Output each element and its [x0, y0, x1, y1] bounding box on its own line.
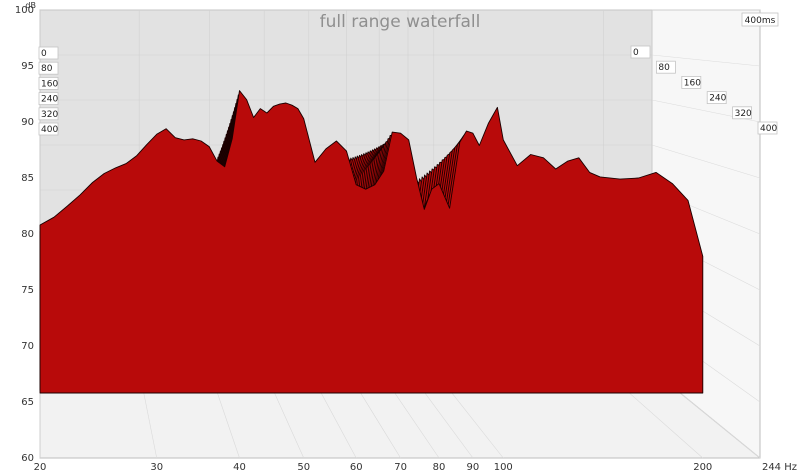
- y-tick-label: 95: [21, 61, 34, 72]
- time-tick-left-box: [38, 46, 59, 60]
- y-tick-label: 80: [21, 229, 34, 240]
- time-tick-left: 240: [38, 92, 59, 105]
- x-unit-label: 244 Hz: [762, 462, 797, 473]
- time-tick-right-box: [732, 106, 752, 120]
- time-tick-right: 80: [656, 60, 676, 74]
- time-tick-left-label: 80: [41, 64, 53, 74]
- time-tick-right: 0: [630, 45, 651, 59]
- time-tick-left-box: [38, 122, 59, 136]
- x-tick-label: 70: [394, 462, 407, 473]
- z-label-box: [741, 12, 779, 27]
- x-tick-label: 20: [34, 462, 47, 473]
- y-tick-label: 75: [21, 285, 34, 296]
- time-tick-left-label: 160: [41, 79, 58, 89]
- x-tick-label: 60: [350, 462, 363, 473]
- time-tick-left-label: 320: [41, 110, 58, 120]
- time-tick-right-label: 80: [658, 63, 670, 73]
- y-tick-label: 70: [21, 341, 34, 352]
- z-label-text: 400ms: [745, 16, 776, 26]
- time-tick-right-box: [706, 91, 727, 104]
- time-tick-right-label: 240: [709, 94, 726, 104]
- time-tick-right: 400: [757, 121, 778, 135]
- time-tick-left: 400: [38, 122, 59, 136]
- z-label: 400ms: [741, 12, 779, 27]
- time-tick-right-label: 320: [735, 109, 752, 119]
- x-tick-label: 30: [150, 462, 163, 473]
- x-tick-label: 80: [433, 462, 446, 473]
- y-tick-label: 60: [21, 453, 34, 464]
- time-tick-left: 320: [38, 107, 59, 121]
- y-tick-label: 90: [21, 117, 34, 128]
- time-tick-left-box: [38, 92, 59, 105]
- x-tick-label: 40: [233, 462, 246, 473]
- y-gridline-side: [651, 54, 761, 67]
- y-gridline-side: [651, 144, 761, 179]
- time-tick-right-box: [757, 121, 778, 135]
- x-tick-label: 100: [494, 462, 513, 473]
- time-tick-right: 320: [732, 106, 752, 120]
- time-tick-left: 80: [38, 61, 59, 75]
- x-tick-label: 90: [467, 462, 480, 473]
- chart-title: full range waterfall: [320, 12, 481, 32]
- y-tick-label: 85: [21, 173, 34, 184]
- time-tick-right-box: [681, 76, 702, 89]
- x-tick-label: 50: [297, 462, 310, 473]
- time-tick-right-box: [630, 45, 651, 59]
- time-tick-left-box: [38, 107, 59, 121]
- y-tick-label: 65: [21, 397, 34, 408]
- x-tick-label: 200: [693, 462, 712, 473]
- time-tick-left: 160: [38, 77, 59, 90]
- time-tick-right: 240: [706, 91, 727, 104]
- waterfall-slice: [39, 90, 704, 394]
- y-axis-label: dB: [25, 1, 36, 10]
- time-tick-right-box: [656, 60, 676, 74]
- time-tick-right-label: 400: [760, 124, 777, 134]
- y-tick-label: 100: [15, 5, 34, 16]
- time-tick-right: 160: [681, 76, 702, 89]
- waterfall-slices: [39, 90, 704, 394]
- time-tick-left-label: 0: [41, 49, 47, 59]
- time-tick-left-box: [38, 61, 59, 75]
- time-tick-left-box: [38, 77, 59, 90]
- time-tick-right-label: 160: [684, 78, 701, 88]
- time-tick-right-label: 0: [633, 48, 639, 58]
- time-tick-left: 0: [38, 46, 59, 60]
- time-tick-left-label: 240: [41, 95, 58, 105]
- time-tick-left-label: 400: [41, 125, 58, 135]
